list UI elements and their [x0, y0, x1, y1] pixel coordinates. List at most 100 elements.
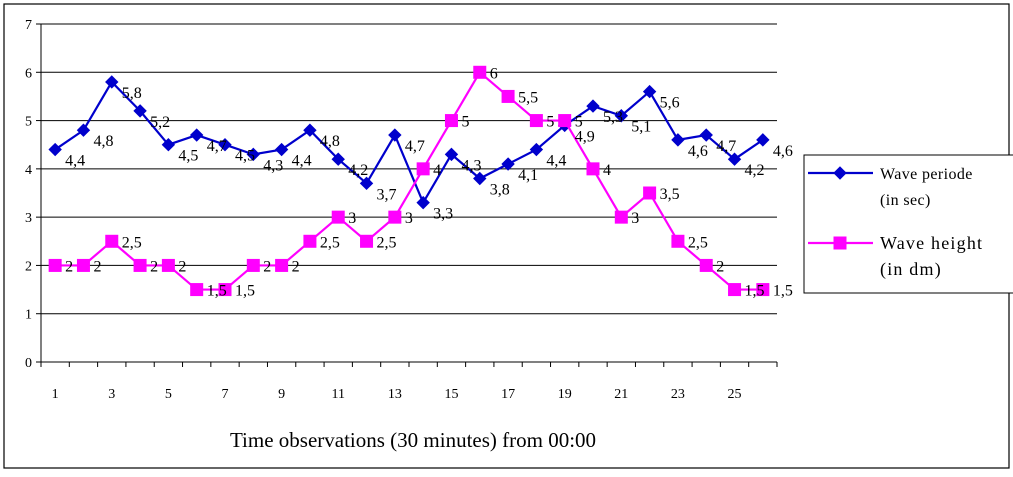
wave-height-data-label: 2 [150, 258, 158, 275]
wave-periode-point [642, 84, 657, 99]
wave-periode-point [756, 133, 770, 147]
wave-periode-point [105, 75, 119, 89]
wave-periode-data-label: 4,2 [745, 162, 765, 179]
wave-periode-point [76, 123, 91, 137]
wave-periode-data-label: 4,1 [518, 167, 538, 184]
wave-periode-point [614, 109, 629, 123]
wave-periode-data-label: 5,2 [150, 114, 170, 131]
wave-periode-point [699, 128, 713, 142]
wave-periode-data-label: 4,3 [263, 157, 283, 174]
wave-periode-data-label: 4,6 [688, 143, 708, 160]
wave-periode-point [218, 138, 232, 152]
wave-height-point [614, 210, 628, 224]
wave-height-data-label: 3 [631, 210, 639, 227]
wave-height-point [331, 210, 345, 224]
wave-periode-point [473, 171, 487, 186]
wave-periode-data-label: 4,7 [207, 138, 227, 155]
wave-height-data-label: 2,5 [377, 234, 397, 251]
plot-series [48, 65, 770, 297]
wave-periode-data-label: 4,8 [93, 133, 113, 150]
wave-periode-data-label: 4,4 [546, 153, 566, 170]
x-tick-label: 15 [444, 387, 458, 402]
wave-periode-data-label: 4,3 [461, 157, 481, 174]
wave-periode-point [303, 123, 317, 137]
x-axis-title: Time observations (30 minutes) from 00:0… [230, 428, 596, 452]
y-tick-label: 2 [25, 259, 32, 274]
wave-periode-data-label: 5,6 [660, 95, 680, 112]
wave-height-data-label: 5,5 [518, 89, 538, 106]
wave-height-point [473, 65, 487, 79]
wave-periode-data-label: 4,4 [65, 153, 85, 170]
wave-height-point [246, 258, 260, 272]
y-tick-label: 1 [25, 308, 32, 323]
wave-height-point [416, 162, 430, 176]
wave-periode-point [161, 138, 176, 152]
wave-periode-point [48, 142, 62, 157]
x-tick-label: 9 [278, 387, 285, 402]
legend: Wave periode (in sec) Wave height (in dm) [803, 154, 1013, 294]
wave-periode-point [501, 157, 515, 171]
y-tick-label: 3 [25, 211, 32, 226]
legend-label-wave-height: Wave height [880, 233, 983, 253]
wave-periode-data-label: 4,5 [178, 148, 198, 165]
legend-label-wave-periode: (in sec) [880, 192, 931, 209]
wave-periode-data-label: 5,8 [122, 85, 142, 102]
wave-height-data-label: 2,5 [688, 234, 708, 251]
wave-height-point [48, 258, 62, 272]
wave-height-data-label: 3,5 [660, 186, 680, 203]
wave-periode-point [274, 142, 289, 157]
wave-height-point [76, 258, 90, 272]
wave-height-data-label: 3 [348, 210, 356, 227]
wave-periode-data-label: 4,8 [320, 133, 340, 150]
wave-height-point [558, 114, 572, 128]
wave-height-point [275, 258, 289, 272]
x-tick-label: 11 [331, 387, 344, 402]
x-tick-label: 17 [501, 387, 515, 402]
x-tick-label: 5 [165, 387, 172, 402]
wave-periode-data-label: 5,1 [631, 119, 651, 136]
y-tick-label: 0 [25, 356, 32, 371]
wave-periode-data-label: 3,7 [377, 186, 397, 203]
wave-periode-data-label: 4,2 [348, 162, 368, 179]
wave-height-data-label: 1,5 [745, 283, 765, 300]
wave-periode-data-label: 4,6 [773, 143, 793, 160]
wave-height-point [360, 234, 374, 248]
data-labels: 4,4 4,8 5,8 5,2 4,5 4,7 4,5 4,3 4,4 4,8 4,2 3,7 4,7 3… [65, 65, 793, 299]
wave-periode-point [133, 104, 147, 118]
wave-height-point [190, 283, 204, 297]
wave-periode-data-label: 3,3 [433, 206, 453, 223]
wave-height-data-label: 5 [546, 114, 554, 131]
wave-periode-point [359, 176, 374, 191]
x-tick-label: 21 [614, 387, 628, 402]
wave-height-point [501, 89, 515, 103]
wave-periode-point [388, 128, 402, 142]
wave-height-point [699, 258, 713, 272]
wave-periode-data-label: 4,4 [292, 153, 312, 170]
wave-height-data-label: 2,5 [122, 234, 142, 251]
y-tick-label: 6 [25, 66, 32, 81]
wave-height-data-label: 1,5 [773, 283, 793, 300]
x-tick-label: 13 [388, 387, 402, 402]
wave-height-point [728, 283, 742, 297]
wave-height-data-label: 1,5 [207, 283, 227, 300]
wave-height-data-label: 5 [461, 114, 469, 131]
wave-height-data-label: 2,5 [320, 234, 340, 251]
wave-height-point [643, 186, 657, 200]
wave-height-data-label: 2 [93, 258, 101, 275]
wave-periode-point [444, 147, 459, 162]
wave-periode-point [416, 195, 430, 210]
y-tick-label: 5 [25, 115, 32, 130]
wave-height-point [586, 162, 600, 176]
wave-periode-data-label: 4,5 [235, 148, 255, 165]
wave-periode-point [586, 99, 600, 113]
wave-height-point [161, 258, 175, 272]
wave-height-data-label: 2 [178, 258, 186, 275]
x-tick-label: 3 [108, 387, 115, 402]
wave-periode-point [671, 133, 685, 147]
wave-height-data-label: 2 [716, 258, 724, 275]
wave-height-data-label: 4 [603, 162, 611, 179]
x-tick-label: 23 [671, 387, 685, 402]
wave-periode-data-label: 4,9 [575, 128, 595, 145]
